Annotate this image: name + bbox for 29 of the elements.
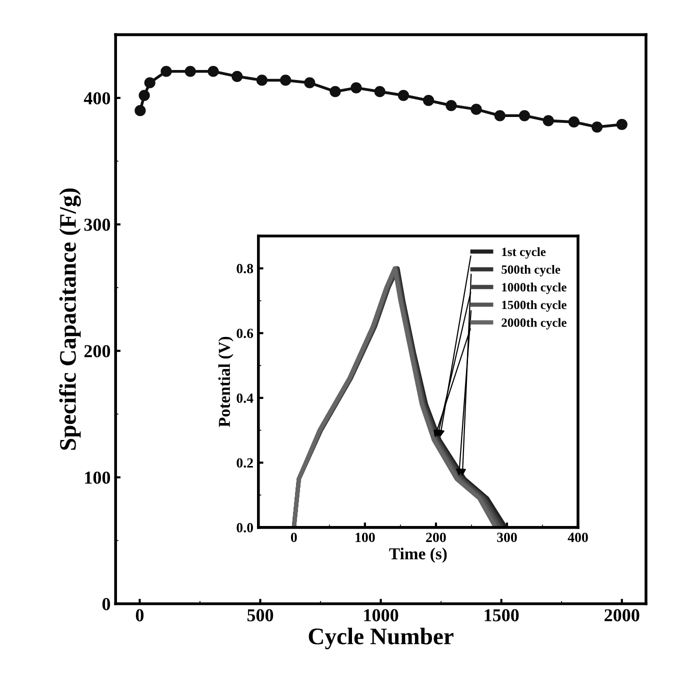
y-axis-title: Specific Capacitance (F/g): [59, 188, 81, 450]
y-tick-label: 0.2: [236, 458, 253, 468]
legend-label: 1000th cycle: [502, 282, 566, 294]
x-tick-label: 400: [568, 532, 588, 542]
legend-label: 2000th cycle: [502, 318, 566, 330]
y-tick-label: 400: [84, 92, 110, 104]
y-tick-label: 100: [85, 472, 110, 484]
y-tick-label: 0.4: [236, 393, 254, 403]
y-tick-label: 0.6: [236, 328, 254, 338]
y-tick-label: 0.0: [236, 523, 254, 532]
x-tick-label: 200: [426, 532, 446, 542]
y-tick-label: 200: [84, 345, 110, 358]
x-tick-label: 300: [497, 532, 517, 542]
x-tick-label: 500: [247, 609, 274, 622]
x-axis-title: Cycle Number: [308, 628, 454, 650]
legend-label: 1st cycle: [502, 247, 546, 259]
x-axis-title: Time (s): [389, 548, 447, 563]
x-tick-label: 100: [356, 532, 375, 542]
x-tick-label: 0: [290, 532, 297, 542]
x-tick-label: 1000: [364, 609, 398, 622]
x-tick-label: 0: [136, 609, 144, 622]
y-tick-label: 0.8: [236, 264, 254, 274]
legend-label: 1500th cycle: [502, 300, 566, 312]
y-tick-label: 0: [102, 598, 110, 610]
y-axis-title: Potential (V): [218, 336, 234, 428]
x-tick-label: 2000: [604, 609, 640, 622]
x-tick-label: 1500: [484, 609, 519, 622]
legend-label: 500th cycle: [502, 264, 560, 276]
y-tick-label: 300: [84, 218, 110, 231]
